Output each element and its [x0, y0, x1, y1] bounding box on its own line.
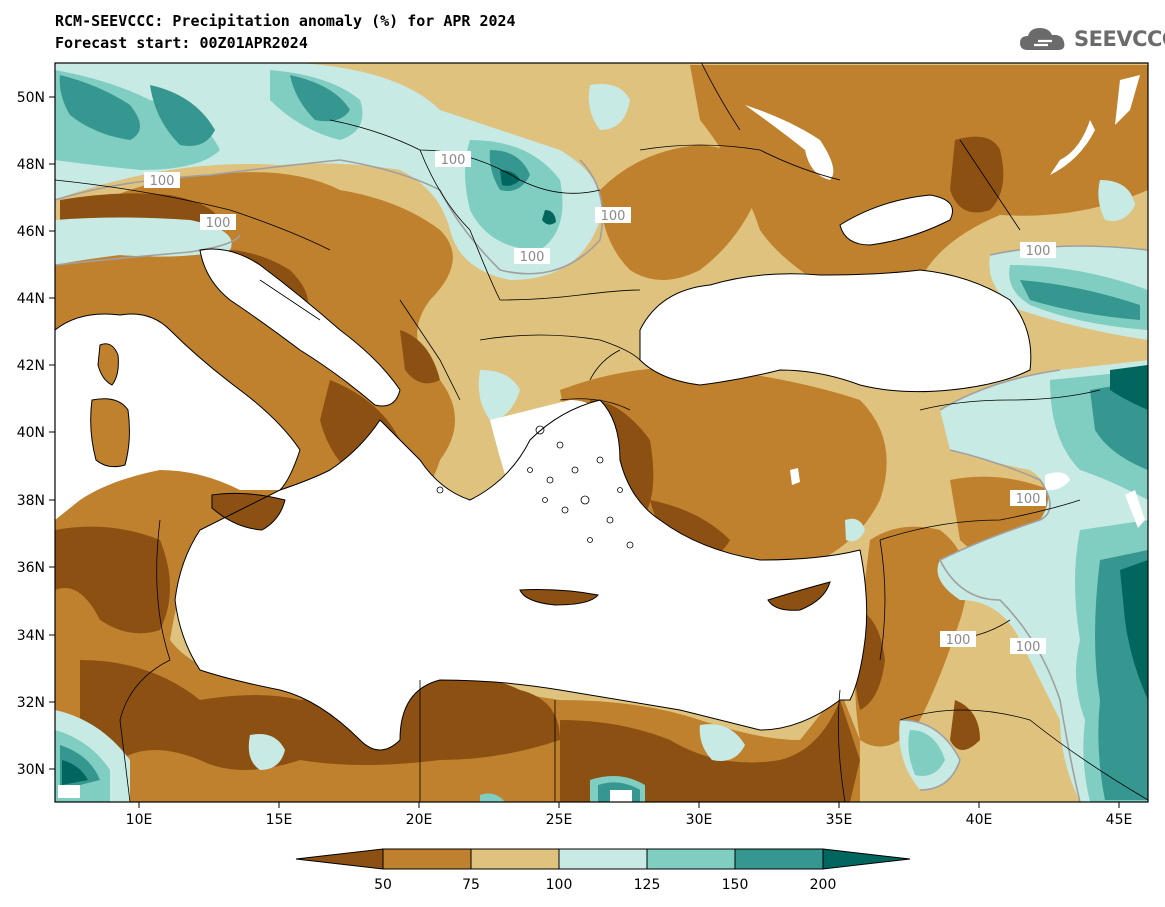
chart-title: RCM-SEEVCCC: Precipitation anomaly (%) f…: [55, 12, 516, 30]
svg-text:100: 100: [206, 216, 231, 231]
lat-label: 34N: [17, 628, 45, 644]
colorbar-segment: [734, 848, 824, 870]
colorbar-tick: 50: [374, 877, 392, 893]
islands: [90, 225, 850, 611]
lat-label: 44N: [17, 291, 45, 307]
lat-label: 32N: [17, 695, 45, 711]
svg-text:100: 100: [1026, 244, 1051, 259]
colorbar-labels: 50 75 100 125 150 200: [374, 877, 836, 893]
sardinia: [90, 398, 130, 467]
colorbar-segment: [822, 848, 911, 870]
lon-axis: [138, 802, 1120, 808]
contour-label: 100: [1010, 638, 1046, 655]
colorbar-segment: [295, 848, 384, 870]
lat-label: 30N: [17, 762, 45, 778]
contour-label: 100: [1020, 242, 1056, 259]
contour-label: 100: [940, 631, 976, 648]
svg-text:100: 100: [441, 153, 466, 168]
lat-label: 36N: [17, 560, 45, 576]
contour-label: 100: [144, 172, 180, 189]
svg-text:100: 100: [1016, 640, 1041, 655]
aegean-islands: [436, 425, 634, 549]
sicily: [212, 493, 285, 530]
cyprus: [768, 582, 830, 611]
colorbar-tick: 100: [546, 877, 573, 893]
lon-label: 30E: [686, 812, 713, 828]
svg-text:100: 100: [150, 174, 175, 189]
lon-label: 20E: [406, 812, 433, 828]
cloud-icon: [1020, 28, 1065, 50]
lat-axis: [49, 96, 55, 770]
contour-label: 100: [1010, 490, 1046, 507]
forecast-start-label: Forecast start: 00Z01APR2024: [55, 34, 308, 52]
lat-label: 46N: [17, 224, 45, 240]
corsica: [98, 343, 119, 385]
colorbar-segment: [646, 848, 736, 870]
crimea: [790, 225, 850, 269]
colorbar-tick: 200: [810, 877, 837, 893]
lat-labels: 50N 48N 46N 44N 42N 40N 38N 36N 34N 32N …: [17, 90, 45, 778]
lon-label: 40E: [966, 812, 993, 828]
contour-label: 100: [514, 248, 550, 265]
lon-label: 45E: [1106, 812, 1133, 828]
contour-label: 100: [595, 207, 631, 224]
colorbar: [295, 848, 911, 870]
lon-label: 35E: [826, 812, 853, 828]
borders: [55, 63, 1148, 802]
colorbar-segment: [382, 848, 472, 870]
seevccc-logo: SEEVCCC: [1018, 24, 1165, 54]
colorbar-tick: 150: [722, 877, 749, 893]
lat-label: 38N: [17, 493, 45, 509]
colorbar-tick: 75: [462, 877, 480, 893]
colorbar-tick: 125: [634, 877, 661, 893]
lat-label: 50N: [17, 90, 45, 106]
lat-label: 42N: [17, 358, 45, 374]
svg-text:100: 100: [520, 250, 545, 265]
colorbar-segment: [470, 848, 560, 870]
lon-label: 15E: [266, 812, 293, 828]
svg-text:100: 100: [1016, 492, 1041, 507]
svg-text:100: 100: [946, 633, 971, 648]
area-above-200: [62, 170, 1148, 785]
lat-label: 48N: [17, 157, 45, 173]
sea-mask: [55, 75, 1145, 802]
coastlines: [55, 194, 1032, 751]
lat-label: 40N: [17, 425, 45, 441]
contour-label: 100: [200, 214, 236, 231]
lon-label: 25E: [546, 812, 573, 828]
contour-labels: 100 100 100 100 100 100 100 100 100: [144, 151, 1056, 655]
colorbar-segment: [558, 848, 648, 870]
lon-label: 10E: [126, 812, 153, 828]
crete: [520, 589, 598, 605]
lon-labels: 10E 15E 20E 25E 30E 35E 40E 45E: [126, 812, 1133, 828]
map-field: 100 100 100 100 100 100 100 100 100: [55, 63, 1148, 802]
contour-label: 100: [435, 151, 471, 168]
svg-text:100: 100: [601, 209, 626, 224]
logo-text: SEEVCCC: [1074, 27, 1165, 51]
